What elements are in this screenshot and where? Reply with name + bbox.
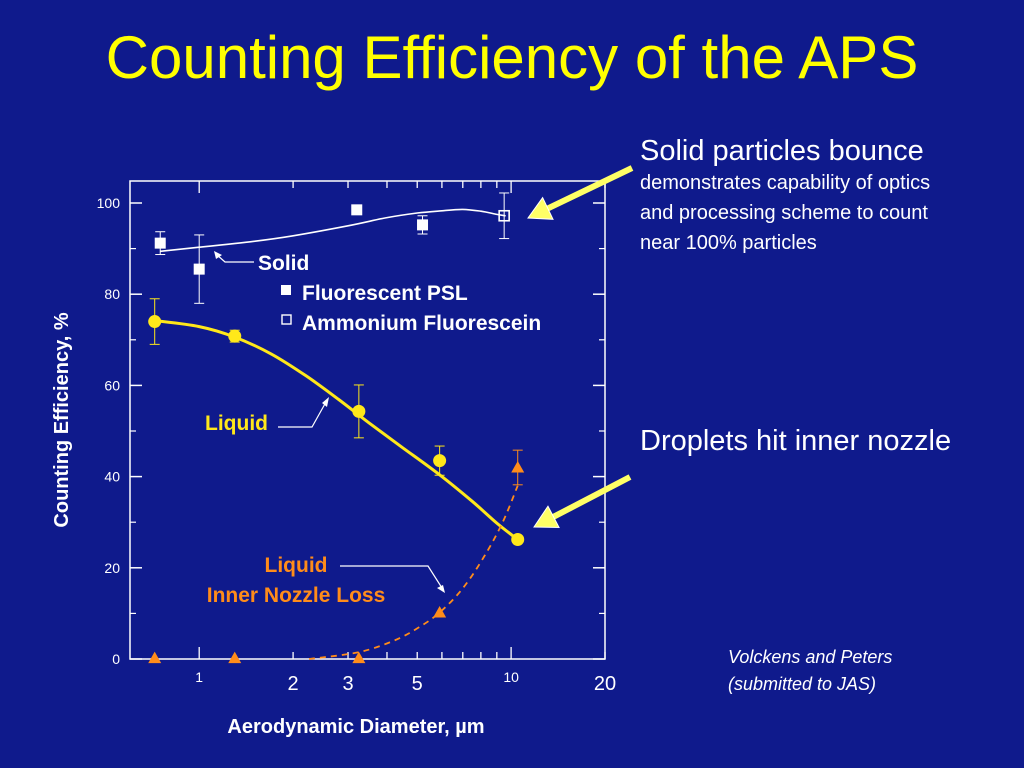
solid-note-arrow-shaft [546,165,634,212]
plot-frame [129,180,606,660]
explanation-line: demonstrates capability of optics [640,172,931,194]
solid-leader-head [214,251,222,259]
x-tick-label: 10 [503,669,519,685]
loss-marker [433,605,447,618]
psl-marker [193,263,205,275]
x-tick-label: 20 [594,673,616,695]
liquid-marker [352,404,366,418]
fluorescein-marker [498,209,510,222]
psl-marker [154,237,166,249]
y-tick-label: 0 [112,651,120,667]
loss-leader-head [437,585,445,593]
y-tick-label: 40 [104,469,120,485]
y-axis-label: Counting Efficiency, % [51,312,73,527]
liquid-marker [148,315,162,329]
x-tick-label: 3 [342,673,353,695]
note-arrows [527,165,634,528]
citation-line: (submitted to JAS) [728,674,877,694]
liquid-label: Liquid [205,412,268,435]
x-tick-label: 2 [288,673,299,695]
liquid-marker [511,533,525,547]
solid-label: Solid [258,252,309,275]
liquid-marker [228,329,242,343]
fit-curve [308,485,519,660]
psl-marker [351,204,363,216]
liquid-marker [433,454,447,468]
citation: Volckens and Peters (submitted to JAS) [728,644,892,698]
solid-bounce-note: Solid particles bounce demonstrates capa… [640,134,1020,258]
y-tick-label: 20 [104,560,120,576]
y-tick-label: 100 [97,195,121,211]
x-axis-label: Aerodynamic Diameter, µm [227,716,484,738]
y-tick-label: 80 [104,286,120,302]
liquid-note-arrow-shaft [552,474,632,520]
solid-note-arrow-head [527,196,554,220]
liquid-leader-head [322,397,329,407]
loss-marker [511,460,525,473]
legend-fluorescein-symbol [281,314,292,325]
explanation-line: near 100% particles [640,232,817,254]
y-tick-label: 60 [104,377,120,393]
fit-curve [160,208,506,253]
x-tick-label: 5 [412,673,423,695]
slide-title: Counting Efficiency of the APS [105,24,919,91]
liquid-leader [278,401,327,428]
loss-leader [340,565,443,589]
chart-annotations: Solid Fluorescent PSL Ammonium Fluorescein… [205,251,541,607]
legend-psl-label: Fluorescent PSL [302,282,468,305]
legend-fluorescein-label: Ammonium Fluorescein [302,312,541,335]
explanation-line: and processing scheme to count [640,202,928,224]
solid-bounce-explanation: demonstrates capability of optics and pr… [640,168,1020,258]
psl-marker [417,219,429,231]
loss-marker [148,651,162,664]
liquid-note-arrow-head [533,505,560,528]
solid-bounce-heading: Solid particles bounce [640,135,924,167]
error-bars [149,192,523,486]
loss-label-line: Liquid [265,554,328,577]
droplet-nozzle-note: Droplets hit inner nozzle [640,425,952,457]
citation-line: Volckens and Peters [728,647,893,667]
loss-marker [228,651,242,664]
data-markers [148,204,525,664]
axes: 0 20 40 60 80 100 1 2 3 5 10 20 [97,180,616,695]
loss-label-line: Inner Nozzle Loss [207,584,386,607]
loss-marker [352,651,366,664]
x-tick-label: 1 [195,669,203,685]
legend-psl-symbol [281,285,291,295]
